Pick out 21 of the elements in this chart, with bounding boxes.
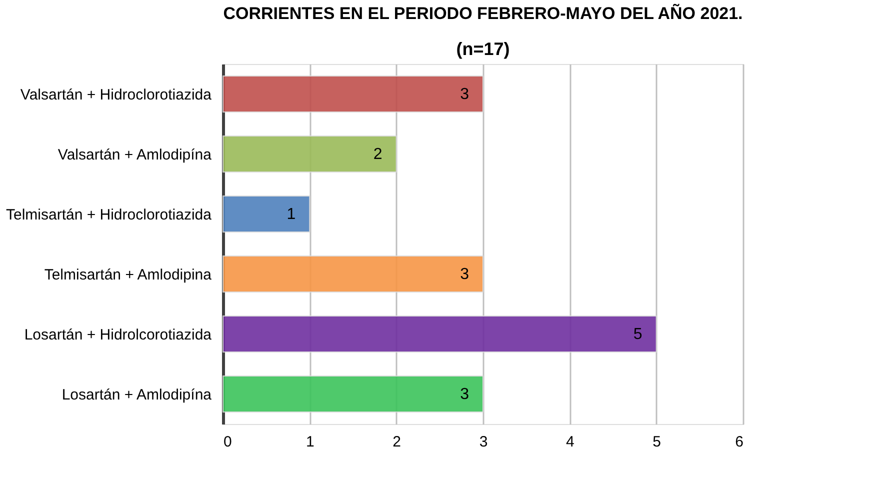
data-label: 2 — [373, 146, 382, 163]
x-tick-label: 4 — [566, 434, 574, 450]
chart-subtitle: (n=17) — [456, 39, 510, 59]
y-tick-label: Losartán + Amlodipína — [62, 386, 212, 404]
x-tick-label: 6 — [735, 434, 744, 450]
x-tick-label: 2 — [392, 434, 402, 450]
data-label: 3 — [460, 386, 470, 403]
x-tick-label: 0 — [224, 434, 232, 450]
data-label: 3 — [460, 86, 470, 103]
x-tick-label: 1 — [306, 434, 314, 450]
chart-title: CORRIENTES EN EL PERIODO FEBRERO-MAYO DEL AÑO 2021. — [223, 3, 743, 23]
y-tick-label: Valsartán + Hidroclorotiazida — [20, 86, 212, 104]
x-tick-label: 5 — [652, 434, 662, 450]
x-tick-label: 3 — [479, 434, 488, 450]
y-tick-label: Telmisartán + Amlodipina — [44, 266, 212, 284]
y-tick-label: Telmisartán + Hidroclorotiazida — [6, 206, 212, 224]
data-label: 5 — [633, 326, 642, 343]
data-label: 3 — [460, 266, 470, 283]
data-label: 1 — [286, 206, 296, 223]
y-tick-label: Valsartán + Amlodipína — [58, 146, 212, 164]
y-tick-label: Losartán + Hidrolcorotiazida — [24, 326, 212, 344]
